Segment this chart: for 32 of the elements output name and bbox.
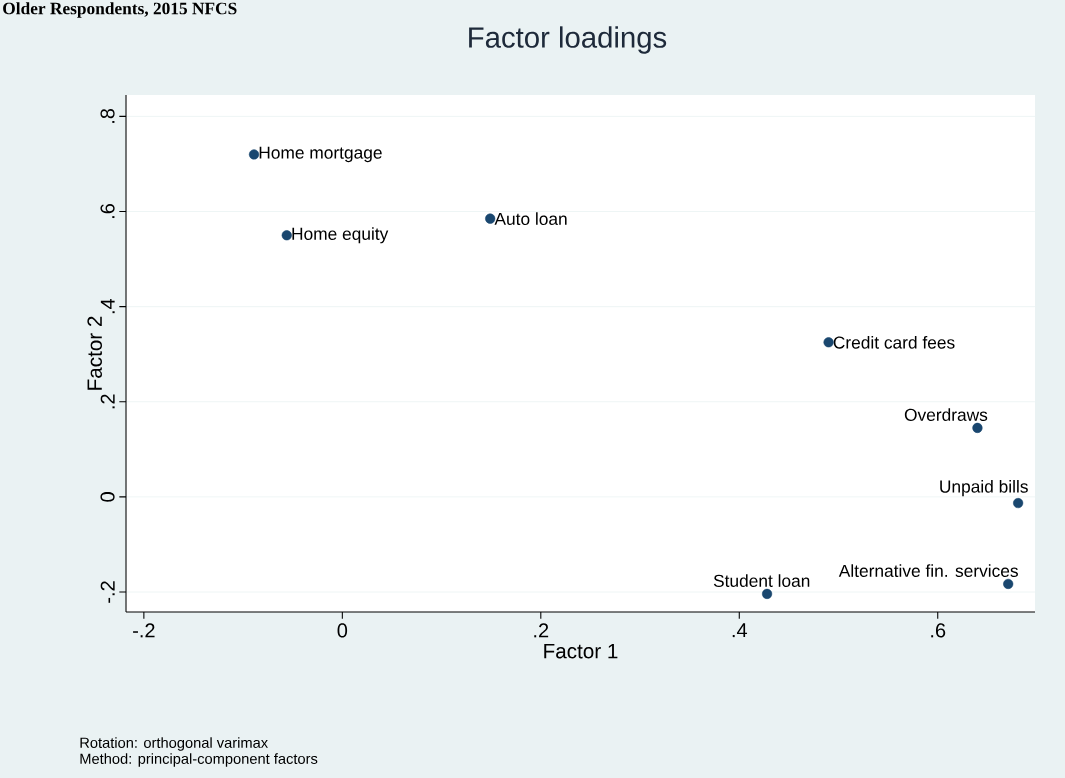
point [281,230,292,241]
y-tick-label: -.2 [100,581,115,603]
point [1013,498,1024,509]
x-tick-label: 0 [337,623,348,638]
y-tick-label: .2 [100,394,115,409]
x-tick-label: -.2 [133,623,155,638]
y-tick-label: 0 [100,492,115,502]
annotation: Credit card fees [833,335,955,349]
point [823,337,834,348]
y-axis-title: Factor 2 [87,316,102,390]
point [761,588,773,599]
text: Rotation: orthogonal varimax [80,737,268,751]
x-tick-label: .6 [931,623,946,638]
annotation: Overdraws [904,408,988,421]
x-tick-label: .2 [534,623,549,638]
y-tick-label: .6 [100,204,115,219]
annotation: Home mortgage [259,146,382,163]
y-tick-label: .4 [100,298,115,314]
annotation: Home equity [292,227,389,244]
x-axis-title: Factor 1 [544,644,618,659]
point [248,149,260,160]
annotation: Alternative fin. services [838,564,1018,577]
text: Method: principal-component factors [80,753,318,767]
point [972,422,983,433]
y-tick-label: .8 [100,108,115,123]
chart-title: Factor loadings [469,26,667,54]
x-tick-label: .4 [732,623,748,638]
annotation: Student loan [713,574,810,587]
annotation: Auto loan [494,212,567,226]
chart-subtitle: Older Respondents, 2015 NFCS [3,2,237,18]
point [1003,578,1014,589]
annotation: Unpaid bills [940,479,1028,497]
